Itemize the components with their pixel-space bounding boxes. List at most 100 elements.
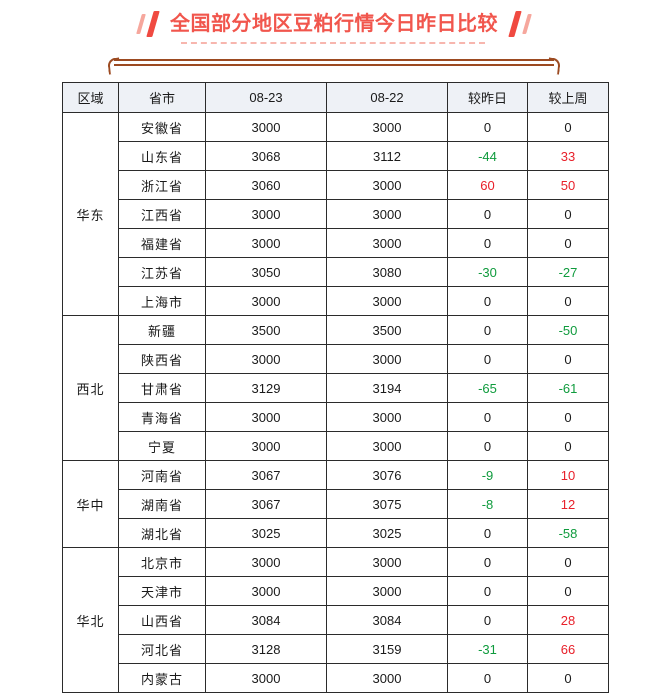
price-today-cell: 3060 bbox=[205, 170, 327, 200]
bracket-right-cap-icon bbox=[547, 57, 561, 75]
change-vs-yesterday-cell: 0 bbox=[447, 605, 528, 635]
column-header-yesterday: 08-22 bbox=[326, 82, 448, 113]
change-vs-yesterday-cell: 0 bbox=[447, 547, 528, 577]
price-yesterday-cell: 3025 bbox=[326, 518, 448, 548]
slash-decor-icon bbox=[522, 14, 532, 34]
price-today-cell: 3084 bbox=[205, 605, 327, 635]
change-vs-last-week-cell: 0 bbox=[527, 402, 609, 432]
table-row: 西北 新疆 3500 3500 0 -50 bbox=[62, 315, 609, 461]
price-today-cell: 3050 bbox=[205, 257, 327, 287]
province-cell: 内蒙古 bbox=[118, 663, 206, 693]
change-vs-last-week-cell: 66 bbox=[527, 634, 609, 664]
price-today-cell: 3000 bbox=[205, 402, 327, 432]
price-today-cell: 3000 bbox=[205, 431, 327, 461]
price-table-container: 区域 省市 08-23 08-22 较昨日 较上周 华东 安徽省 3000 3000 0… bbox=[62, 82, 609, 693]
price-yesterday-cell: 3080 bbox=[326, 257, 448, 287]
price-today-cell: 3068 bbox=[205, 141, 327, 171]
price-yesterday-cell: 3000 bbox=[326, 286, 448, 316]
table-row: 湖北省 3025 3025 0 -58 bbox=[63, 518, 609, 548]
province-cell: 北京市 bbox=[118, 547, 206, 577]
price-yesterday-cell: 3000 bbox=[326, 431, 448, 461]
province-cell: 青海省 bbox=[118, 402, 206, 432]
price-yesterday-cell: 3112 bbox=[326, 141, 448, 171]
change-vs-yesterday-cell: 0 bbox=[447, 663, 528, 693]
price-yesterday-cell: 3159 bbox=[326, 634, 448, 664]
change-vs-last-week-cell: 10 bbox=[527, 460, 609, 490]
province-cell: 新疆 bbox=[118, 315, 206, 345]
table-row: 陕西省 3000 3000 0 0 bbox=[63, 344, 609, 374]
province-cell: 浙江省 bbox=[118, 170, 206, 200]
price-today-cell: 3067 bbox=[205, 489, 327, 519]
province-cell: 宁夏 bbox=[118, 431, 206, 461]
table-row: 江苏省 3050 3080 -30 -27 bbox=[63, 257, 609, 287]
table-row: 华北 北京市 3000 3000 0 0 bbox=[62, 547, 609, 693]
table-header: 区域 省市 08-23 08-22 较昨日 较上周 bbox=[62, 82, 609, 113]
price-today-cell: 3067 bbox=[205, 460, 327, 490]
province-cell: 天津市 bbox=[118, 576, 206, 606]
province-cell: 江苏省 bbox=[118, 257, 206, 287]
bracket-line-upper bbox=[114, 59, 554, 61]
change-vs-last-week-cell: 0 bbox=[527, 199, 609, 229]
change-vs-last-week-cell: 12 bbox=[527, 489, 609, 519]
province-cell: 河南省 bbox=[118, 460, 206, 490]
price-today-cell: 3000 bbox=[205, 286, 327, 316]
table-row: 湖南省 3067 3075 -8 12 bbox=[63, 489, 609, 519]
change-vs-last-week-cell: 33 bbox=[527, 141, 609, 171]
change-vs-yesterday-cell: 0 bbox=[447, 199, 528, 229]
price-today-cell: 3025 bbox=[205, 518, 327, 548]
page-title: 全国部分地区豆粕行情今日昨日比较 bbox=[170, 13, 498, 35]
change-vs-yesterday-cell: 0 bbox=[447, 518, 528, 548]
change-vs-yesterday-cell: -30 bbox=[447, 257, 528, 287]
region-cell: 华东 bbox=[62, 112, 119, 316]
change-vs-last-week-cell: 0 bbox=[527, 112, 609, 142]
change-vs-last-week-cell: 0 bbox=[527, 344, 609, 374]
price-today-cell: 3500 bbox=[205, 315, 327, 345]
table-row: 华中 河南省 3067 3076 -9 10 bbox=[62, 460, 609, 548]
table-row: 江西省 3000 3000 0 0 bbox=[63, 199, 609, 229]
price-yesterday-cell: 3000 bbox=[326, 199, 448, 229]
left-decor-slashes bbox=[136, 11, 160, 37]
price-yesterday-cell: 3000 bbox=[326, 576, 448, 606]
table-row: 青海省 3000 3000 0 0 bbox=[63, 402, 609, 432]
change-vs-last-week-cell: -61 bbox=[527, 373, 609, 403]
change-vs-last-week-cell: 0 bbox=[527, 547, 609, 577]
column-header-wow: 较上周 bbox=[527, 82, 609, 113]
change-vs-last-week-cell: 28 bbox=[527, 605, 609, 635]
province-cell: 山东省 bbox=[118, 141, 206, 171]
change-vs-yesterday-cell: -9 bbox=[447, 460, 528, 490]
change-vs-yesterday-cell: 0 bbox=[447, 228, 528, 258]
table-row: 河北省 3128 3159 -31 66 bbox=[63, 634, 609, 664]
change-vs-yesterday-cell: -65 bbox=[447, 373, 528, 403]
slash-decor-icon bbox=[136, 14, 146, 34]
change-vs-last-week-cell: 50 bbox=[527, 170, 609, 200]
change-vs-last-week-cell: 0 bbox=[527, 228, 609, 258]
province-cell: 上海市 bbox=[118, 286, 206, 316]
table-row: 华东 安徽省 3000 3000 0 0 bbox=[62, 112, 609, 316]
region-cell: 华北 bbox=[62, 547, 119, 693]
change-vs-yesterday-cell: -8 bbox=[447, 489, 528, 519]
province-cell: 湖北省 bbox=[118, 518, 206, 548]
column-header-today: 08-23 bbox=[205, 82, 327, 113]
price-today-cell: 3000 bbox=[205, 576, 327, 606]
price-yesterday-cell: 3000 bbox=[326, 228, 448, 258]
price-yesterday-cell: 3500 bbox=[326, 315, 448, 345]
bracket-line-lower bbox=[114, 64, 554, 66]
price-yesterday-cell: 3000 bbox=[326, 663, 448, 693]
change-vs-yesterday-cell: 0 bbox=[447, 402, 528, 432]
change-vs-yesterday-cell: 0 bbox=[447, 576, 528, 606]
price-yesterday-cell: 3000 bbox=[326, 112, 448, 142]
province-cell: 甘肃省 bbox=[118, 373, 206, 403]
price-yesterday-cell: 3076 bbox=[326, 460, 448, 490]
title-dashed-underline bbox=[181, 42, 485, 44]
change-vs-yesterday-cell: 0 bbox=[447, 344, 528, 374]
change-vs-last-week-cell: 0 bbox=[527, 286, 609, 316]
province-cell: 湖南省 bbox=[118, 489, 206, 519]
slash-decor-icon bbox=[508, 11, 522, 37]
table-header-row: 区域 省市 08-23 08-22 较昨日 较上周 bbox=[62, 82, 609, 113]
province-cell: 河北省 bbox=[118, 634, 206, 664]
column-header-province: 省市 bbox=[118, 82, 206, 113]
table-row: 宁夏 3000 3000 0 0 bbox=[63, 431, 609, 461]
change-vs-yesterday-cell: 0 bbox=[447, 286, 528, 316]
soybean-meal-price-table: 区域 省市 08-23 08-22 较昨日 较上周 华东 安徽省 3000 3000 0… bbox=[62, 82, 609, 693]
price-today-cell: 3000 bbox=[205, 112, 327, 142]
